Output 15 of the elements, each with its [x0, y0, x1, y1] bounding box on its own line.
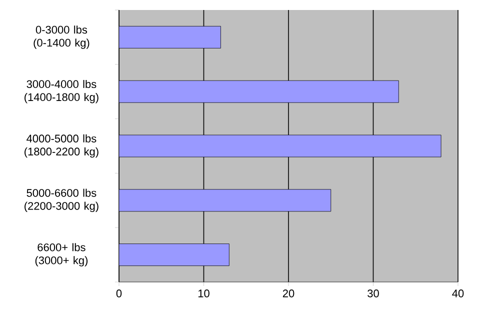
bar: [119, 26, 221, 48]
x-tick-label: 20: [282, 290, 294, 298]
y-tick-label: 4000-5000 lbs (1800-2200 kg): [24, 134, 98, 158]
x-tick-label: 40: [452, 290, 464, 298]
x-tick-label: 30: [368, 290, 379, 298]
x-tick-label: 0: [116, 290, 122, 298]
y-tick-label: 5000-6600 lbs (2200-3000 kg): [24, 188, 98, 212]
bar: [119, 134, 442, 158]
bar: [119, 189, 332, 212]
bar: [119, 80, 399, 103]
y-tick-label: 6600+ lbs (3000+ kg): [35, 243, 88, 266]
y-tick-label: 0-3000 lbs (0-1400 kg): [34, 26, 90, 49]
y-tick-label: 3000-4000 lbs (1400-1800 kg): [24, 80, 98, 104]
bar: [119, 244, 230, 266]
x-tick-label: 10: [198, 290, 210, 298]
